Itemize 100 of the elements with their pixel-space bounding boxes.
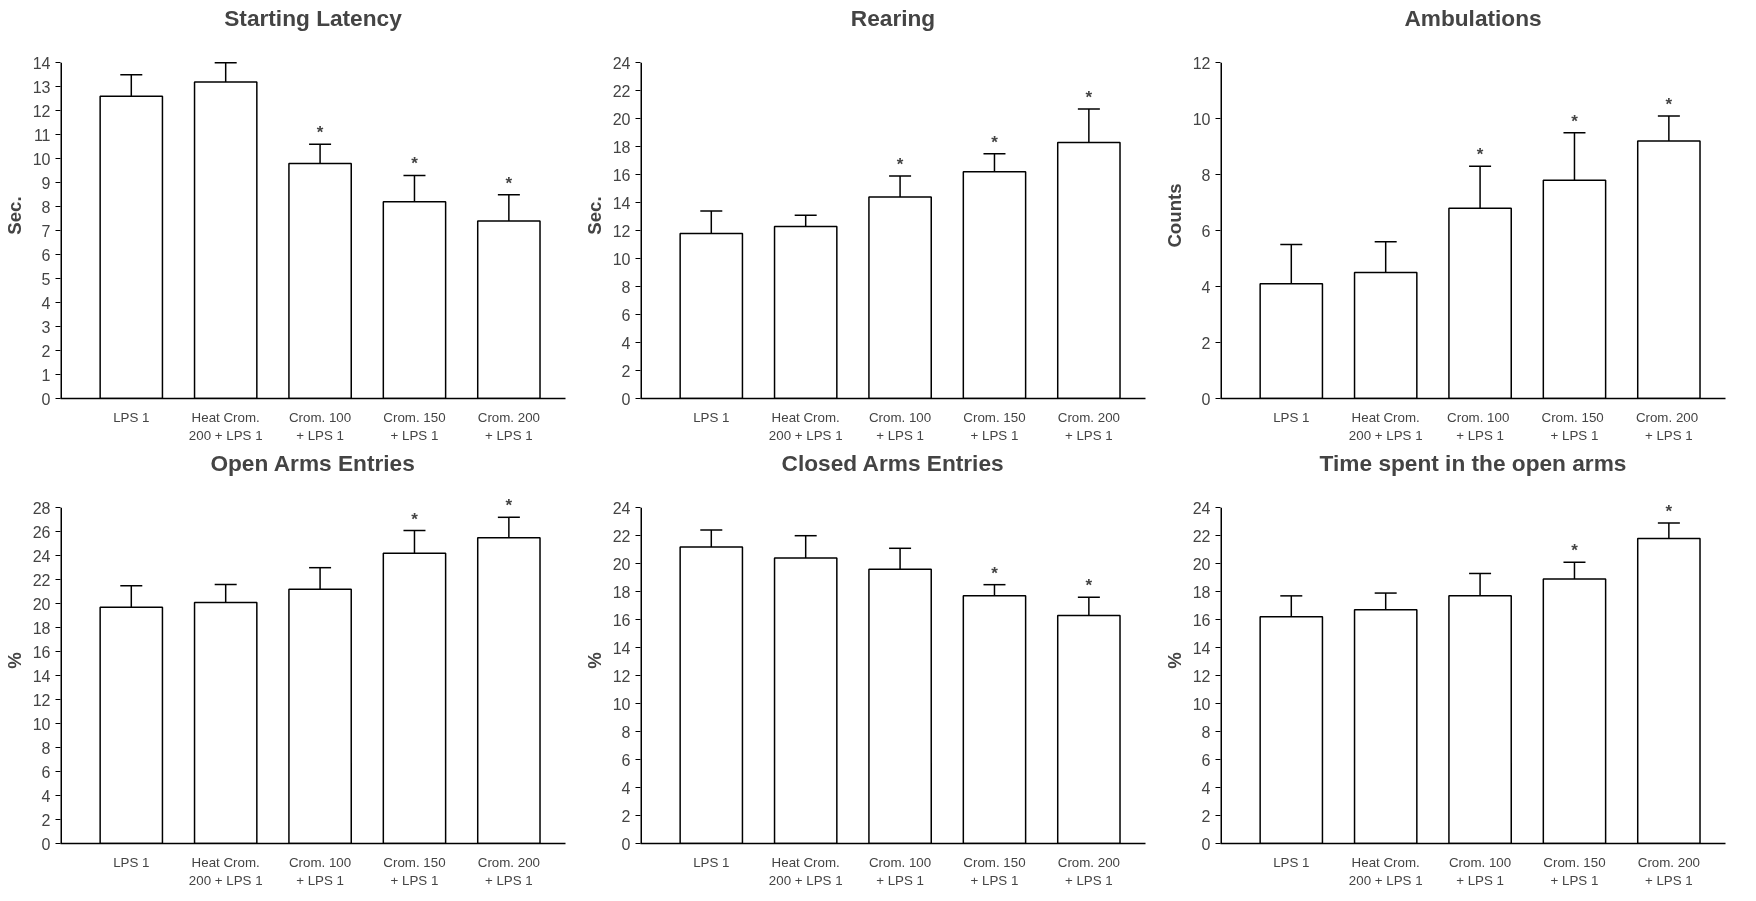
x-tick-label: Heat Crom. 200 + LPS 1 xyxy=(188,409,263,443)
chart-title: Starting Latency xyxy=(224,4,403,31)
y-tick-label: 8 xyxy=(41,198,51,216)
x-tick-label: LPS 1 xyxy=(693,854,730,870)
y-tick-label: 20 xyxy=(1192,555,1211,573)
y-tick-label: 22 xyxy=(32,571,51,589)
x-tick-label: Crom. 150 + LPS 1 xyxy=(383,854,446,888)
y-axis-title: Sec. xyxy=(3,196,25,235)
y-tick-label: 12 xyxy=(1192,54,1211,72)
x-tick-label: Crom. 100 + LPS 1 xyxy=(868,854,932,888)
y-axis-title: % xyxy=(3,651,25,669)
y-tick-label: 2 xyxy=(621,807,631,825)
y-tick-label: 9 xyxy=(41,174,51,192)
y-tick-label: 6 xyxy=(41,763,51,781)
annotation: * xyxy=(1571,541,1579,561)
y-tick-label: 24 xyxy=(1192,499,1211,517)
y-tick-label: 14 xyxy=(1192,639,1211,657)
y-tick-label: 4 xyxy=(41,787,51,805)
y-tick-label: 4 xyxy=(1201,278,1211,296)
y-tick-label: 8 xyxy=(621,278,631,296)
x-tick-label: Crom. 200 + LPS 1 xyxy=(1057,854,1120,888)
x-tick-label: Crom. 200 + LPS 1 xyxy=(1635,409,1699,443)
y-tick-label: 16 xyxy=(32,643,51,661)
y-tick-label: 12 xyxy=(32,691,51,709)
y-tick-label: 6 xyxy=(1201,751,1211,769)
y-tick-label: 16 xyxy=(612,611,631,629)
y-tick-label: 28 xyxy=(32,499,51,517)
y-tick-label: 0 xyxy=(41,835,51,853)
y-tick-label: 4 xyxy=(1201,779,1211,797)
y-tick-label: 24 xyxy=(32,547,51,565)
y-tick-label: 1 xyxy=(41,366,51,384)
y-tick-label: 2 xyxy=(41,342,51,360)
y-tick-label: 10 xyxy=(612,250,631,268)
annotation: * xyxy=(1085,87,1093,107)
y-tick-label: 10 xyxy=(32,715,51,733)
y-tick-label: 8 xyxy=(621,723,631,741)
x-tick-label: Crom. 200 + LPS 1 xyxy=(477,854,540,888)
x-tick-label: Heat Crom. 200 + LPS 1 xyxy=(188,854,263,888)
y-tick-label: 18 xyxy=(1192,583,1211,601)
x-tick-label: Crom. 150 + LPS 1 xyxy=(1541,409,1604,443)
y-tick-label: 6 xyxy=(1201,222,1211,240)
x-tick-label: Heat Crom. 200 + LPS 1 xyxy=(1348,409,1423,443)
x-tick-label: Crom. 100 + LPS 1 xyxy=(288,409,352,443)
y-tick-label: 18 xyxy=(32,619,51,637)
y-tick-label: 0 xyxy=(41,390,51,408)
y-tick-label: 2 xyxy=(1201,807,1211,825)
y-tick-label: 20 xyxy=(32,595,51,613)
chart-title: Open Arms Entries xyxy=(210,449,415,476)
y-tick-label: 0 xyxy=(1201,390,1211,408)
x-tick-label: Crom. 200 + LPS 1 xyxy=(1057,409,1120,443)
annotation: * xyxy=(1085,576,1093,596)
annotation: * xyxy=(505,173,513,193)
y-axis-title: % xyxy=(583,651,605,669)
y-tick-label: 8 xyxy=(41,739,51,757)
y-tick-label: 6 xyxy=(621,306,631,324)
x-tick-label: Crom. 150 + LPS 1 xyxy=(963,854,1026,888)
annotation: * xyxy=(991,563,999,583)
x-tick-label: LPS 1 xyxy=(1273,409,1310,425)
y-tick-label: 0 xyxy=(621,390,631,408)
y-tick-label: 5 xyxy=(41,270,51,288)
annotation: * xyxy=(1665,94,1673,114)
y-tick-label: 8 xyxy=(1201,166,1211,184)
y-tick-label: 4 xyxy=(621,779,631,797)
y-tick-label: 3 xyxy=(41,318,51,336)
y-tick-label: 10 xyxy=(1192,695,1211,713)
x-tick-label: LPS 1 xyxy=(113,409,150,425)
y-tick-label: 18 xyxy=(612,138,631,156)
x-tick-label: Crom. 100 + LPS 1 xyxy=(1448,854,1512,888)
chart-title: Closed Arms Entries xyxy=(781,449,1004,476)
y-tick-label: 10 xyxy=(612,695,631,713)
y-tick-label: 6 xyxy=(621,751,631,769)
annotation: * xyxy=(316,123,324,143)
y-tick-label: 22 xyxy=(612,527,631,545)
annotation: * xyxy=(1665,502,1673,522)
x-tick-label: LPS 1 xyxy=(113,854,150,870)
y-axis-title: Counts xyxy=(1163,183,1185,248)
annotation: * xyxy=(1476,145,1484,165)
y-tick-label: 2 xyxy=(41,811,51,829)
y-tick-label: 2 xyxy=(1201,334,1211,352)
y-tick-label: 16 xyxy=(1192,611,1211,629)
x-tick-label: Heat Crom. 200 + LPS 1 xyxy=(768,409,843,443)
x-tick-label: Crom. 100 + LPS 1 xyxy=(1447,409,1510,443)
y-tick-label: 14 xyxy=(32,54,51,72)
x-tick-label: Crom. 100 + LPS 1 xyxy=(868,409,932,443)
y-tick-label: 12 xyxy=(612,222,631,240)
y-tick-label: 12 xyxy=(1192,667,1211,685)
x-tick-label: Crom. 200 + LPS 1 xyxy=(1637,854,1700,888)
y-tick-label: 24 xyxy=(612,499,631,517)
y-tick-label: 7 xyxy=(41,222,51,240)
x-tick-label: Crom. 200 + LPS 1 xyxy=(477,409,540,443)
x-tick-label: LPS 1 xyxy=(1273,854,1310,870)
chart-title: Rearing xyxy=(850,4,936,31)
y-tick-label: 2 xyxy=(621,362,631,380)
y-tick-label: 14 xyxy=(32,667,51,685)
x-tick-label: LPS 1 xyxy=(693,409,730,425)
y-tick-label: 4 xyxy=(41,294,51,312)
y-tick-label: 18 xyxy=(612,583,631,601)
annotation: * xyxy=(411,154,419,174)
y-tick-label: 4 xyxy=(621,334,631,352)
y-axis-title: % xyxy=(1163,651,1185,669)
